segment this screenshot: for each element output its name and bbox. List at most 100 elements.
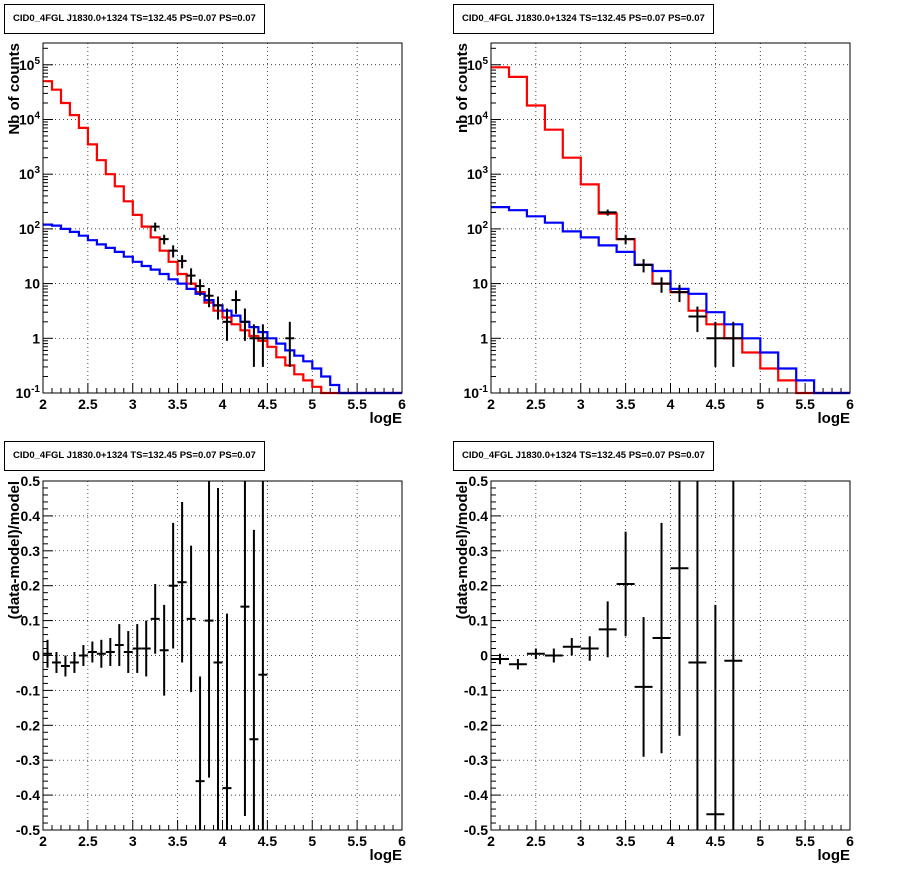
panel-1-series-2-histogram — [43, 223, 402, 395]
panel-1-x-tick-label: 4.5 — [258, 396, 278, 412]
panel-2-data-point — [706, 321, 725, 367]
panel-4-residual-point — [706, 604, 725, 830]
panel-1-series-1-histogram — [43, 80, 402, 395]
panel-3-y-tick-label: 0.4 — [21, 508, 41, 524]
panel-2-y-tick-label: 102 — [467, 220, 489, 237]
panel-4-y-axis-label: (data-model)/model — [454, 481, 471, 619]
panel-1-chart: 2 2.5 3 3.5 4 4.5 5 5.5 610-1110102103104105logE… — [6, 42, 406, 427]
panel-3-y-tick-label: -0.5 — [16, 822, 40, 838]
panel-1-data-point — [213, 296, 223, 320]
panel-3-residual-point — [78, 645, 88, 666]
panel-4-x-tick-label: 5 — [756, 833, 764, 849]
panel-4-title: CID0_4FGL J1830.0+1324 TS=132.45 PS=0.07… — [453, 441, 714, 471]
panel-1-data-point — [159, 234, 169, 245]
panel-1-x-tick-label: 2 — [39, 396, 47, 412]
panel-4-residual-point — [544, 648, 563, 663]
panel-2-plot-area — [491, 43, 850, 393]
panel-3-residual-point — [222, 613, 232, 830]
panel-1-data-point — [249, 324, 259, 367]
panel-1-data-point — [186, 268, 196, 285]
panel-3-residual-point — [213, 487, 223, 830]
panel-2-data-point — [634, 259, 653, 273]
panel-3-plot-area — [43, 481, 402, 830]
panel-2-title: CID0_4FGL J1830.0+1324 TS=132.45 PS=0.07… — [453, 4, 714, 34]
panel-3-x-tick-label: 2.5 — [78, 833, 98, 849]
panel-4-x-tick-label: 3.5 — [616, 833, 636, 849]
panel-4-residual-point — [634, 617, 653, 757]
panel-1-x-tick-label: 5 — [308, 396, 316, 412]
panel-1-x-tick-label: 4 — [219, 396, 227, 412]
panel-3-residual-point — [141, 620, 151, 677]
panel-4-y-tick-label: 0.2 — [469, 578, 489, 594]
panel-1-data-point — [204, 288, 214, 308]
panel-3-x-tick-label: 4.5 — [258, 833, 278, 849]
panel-1-data-point — [150, 222, 160, 232]
panel-3-y-tick-label: -0.1 — [16, 682, 40, 698]
panel-1-data-point — [240, 308, 250, 341]
panel-1-data-point — [285, 321, 295, 367]
panel-1-y-tick-label: 10-1 — [16, 384, 41, 401]
panel-3-residual-point — [168, 522, 178, 649]
panel-3-y-tick-label: 0.3 — [21, 543, 41, 559]
panel-1-x-tick-label: 6 — [398, 396, 406, 412]
panel-3-residual-point — [240, 481, 250, 817]
panel-1-y-tick-label: 1 — [32, 330, 40, 346]
panel-3-x-tick-label: 5 — [308, 833, 316, 849]
panel-3-x-tick-label: 6 — [398, 833, 406, 849]
panel-1-y-axis-label: Nb of counts — [6, 43, 23, 135]
panel-4-x-axis-label: logE — [818, 847, 851, 864]
panel-3-title: CID0_4FGL J1830.0+1324 TS=132.45 PS=0.07… — [4, 441, 265, 471]
panel-4-residual-point — [526, 648, 545, 659]
panel-4-residual-point — [580, 636, 599, 661]
panel-4-residual-point — [508, 658, 527, 670]
panel-2-x-tick-label: 3 — [577, 396, 585, 412]
panel-2-x-tick-label: 4 — [667, 396, 675, 412]
panel-3-x-axis-label: logE — [370, 847, 403, 864]
panel-4-residual-point — [562, 638, 581, 656]
panel-4-x-tick-label: 5.5 — [795, 833, 815, 849]
panel-3-y-tick-label: 0.2 — [21, 578, 41, 594]
panel-2-x-axis-label: logE — [818, 410, 851, 427]
panel-4-x-tick-label: 2.5 — [526, 833, 546, 849]
panel-3-residual-point — [123, 631, 133, 673]
panel-1-x-tick-label: 3 — [129, 396, 137, 412]
panel-4-chart: 2 2.5 3 3.5 4 4.5 5 5.5 6 -0.5 -0.4 -0.3 -0.2 -0.1 0 0.… — [454, 473, 854, 864]
panel-2-y-tick-label: 103 — [467, 165, 489, 182]
panel-2-x-tick-label: 6 — [846, 396, 854, 412]
panel-3-y-tick-label: -0.3 — [16, 752, 40, 768]
panel-3-residual-point — [150, 583, 160, 654]
panel-1-data-point — [177, 255, 187, 269]
panel-3-residual-point — [177, 501, 187, 663]
panel-3-residual-point — [195, 676, 205, 830]
panel-2-y-axis-label: nb of counts — [454, 43, 471, 133]
panel-3-residual-point — [69, 652, 79, 673]
panel-4-y-tick-label: 0.1 — [469, 613, 489, 629]
panel-3-residual-point — [87, 641, 97, 663]
panel-1-data-point — [195, 279, 205, 296]
panel-2-y-tick-label: 1 — [480, 330, 488, 346]
panel-1-data-point — [258, 324, 268, 367]
panel-4-x-tick-label: 6 — [846, 833, 854, 849]
panel-1-x-tick-label: 5.5 — [347, 396, 367, 412]
panel-3-residual-point — [51, 652, 61, 673]
panel-1-x-axis-label: logE — [370, 410, 403, 427]
panel-2-x-tick-label: 4.5 — [706, 396, 726, 412]
panel-2-chart: 2 2.5 3 3.5 4 4.5 5 5.5 610-1110102103104105logE… — [454, 42, 854, 427]
panel-3-x-tick-label: 5.5 — [347, 833, 367, 849]
panel-4-x-tick-label: 3 — [577, 833, 585, 849]
panel-4-frame — [490, 480, 851, 831]
panel-2-data-point — [652, 277, 671, 293]
panel-4-x-tick-label: 4.5 — [706, 833, 726, 849]
panel-1-y-tick-label: 10 — [24, 276, 40, 292]
panel-1-y-tick-label: 102 — [19, 220, 41, 237]
panel-4-residual-point — [598, 601, 617, 658]
panel-2-series-2-histogram — [491, 206, 850, 395]
panel-3-x-tick-label: 3.5 — [168, 833, 188, 849]
panel-3-residual-point — [132, 624, 142, 673]
panel-4-y-tick-label: 0.4 — [469, 508, 489, 524]
panel-3-residual-point — [186, 545, 196, 693]
panel-1-data-point — [168, 245, 178, 258]
panel-2-data-point — [598, 209, 617, 216]
panel-4-y-tick-label: -0.2 — [464, 717, 488, 733]
